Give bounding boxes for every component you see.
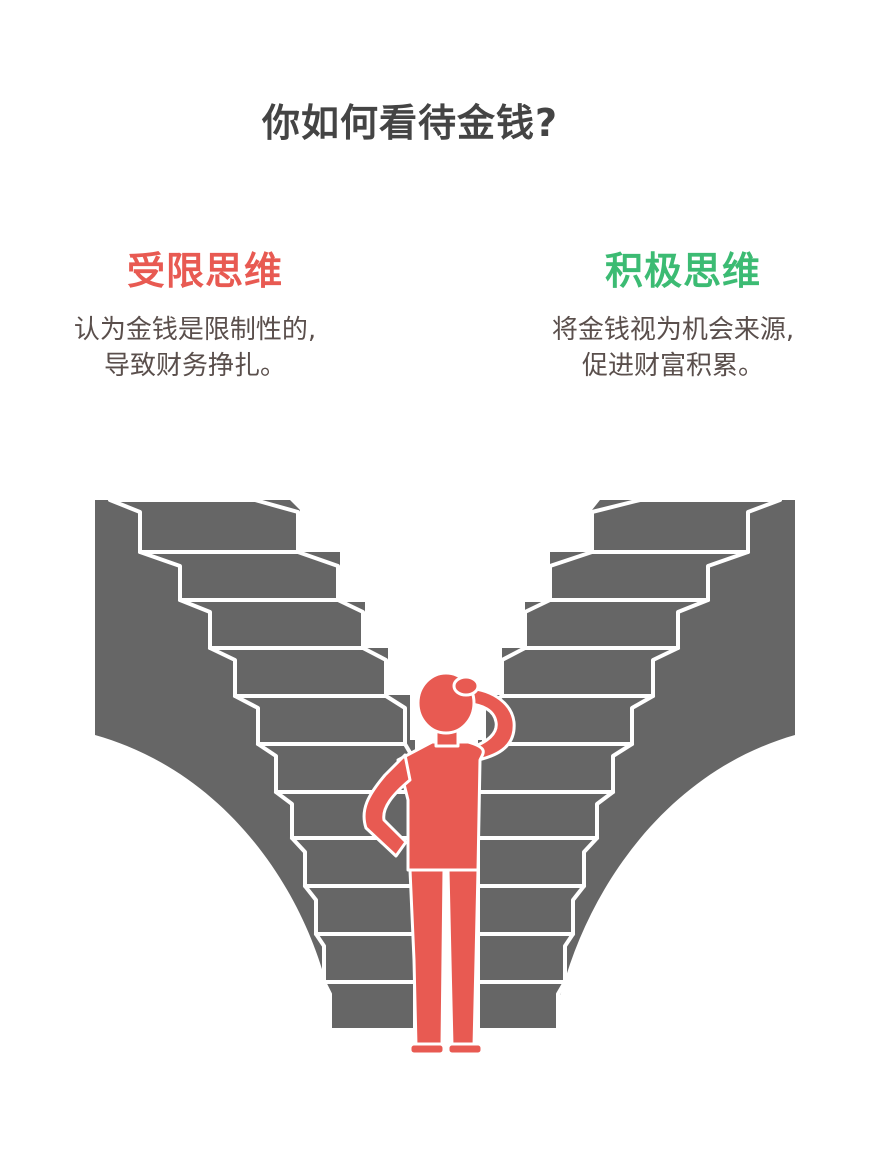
person-torso: [396, 740, 485, 872]
right-stair-mass: [478, 500, 795, 1030]
person-left-foot: [408, 1042, 446, 1056]
limited-mindset-heading: 受限思维: [126, 249, 283, 293]
v-shaped-staircase-icon: [95, 498, 795, 1032]
right-step: [476, 980, 567, 1032]
page-title: 你如何看待金钱?: [261, 101, 559, 145]
person-right-foot: [446, 1042, 484, 1056]
positive-description-line: 将金钱视为机会来源,: [551, 315, 795, 345]
thinking-person-icon: [362, 671, 516, 1056]
positive-mindset-description: 将金钱视为机会来源, 促进财富积累。: [483, 312, 863, 384]
positive-description-line: 促进财富积累。: [581, 351, 764, 381]
person-left-leg: [408, 868, 446, 1048]
limited-mindset-description: 认为金钱是限制性的, 导致财务挣扎。: [5, 312, 385, 384]
left-stair-mass: [95, 500, 415, 1030]
positive-mindset-heading: 积极思维: [604, 249, 761, 293]
person-hand: [452, 675, 480, 697]
person-hip-arm: [362, 753, 412, 858]
person-right-leg: [446, 868, 480, 1048]
limited-description-line: 认为金钱是限制性的,: [73, 315, 317, 345]
limited-description-line: 导致财务挣扎。: [103, 351, 286, 381]
